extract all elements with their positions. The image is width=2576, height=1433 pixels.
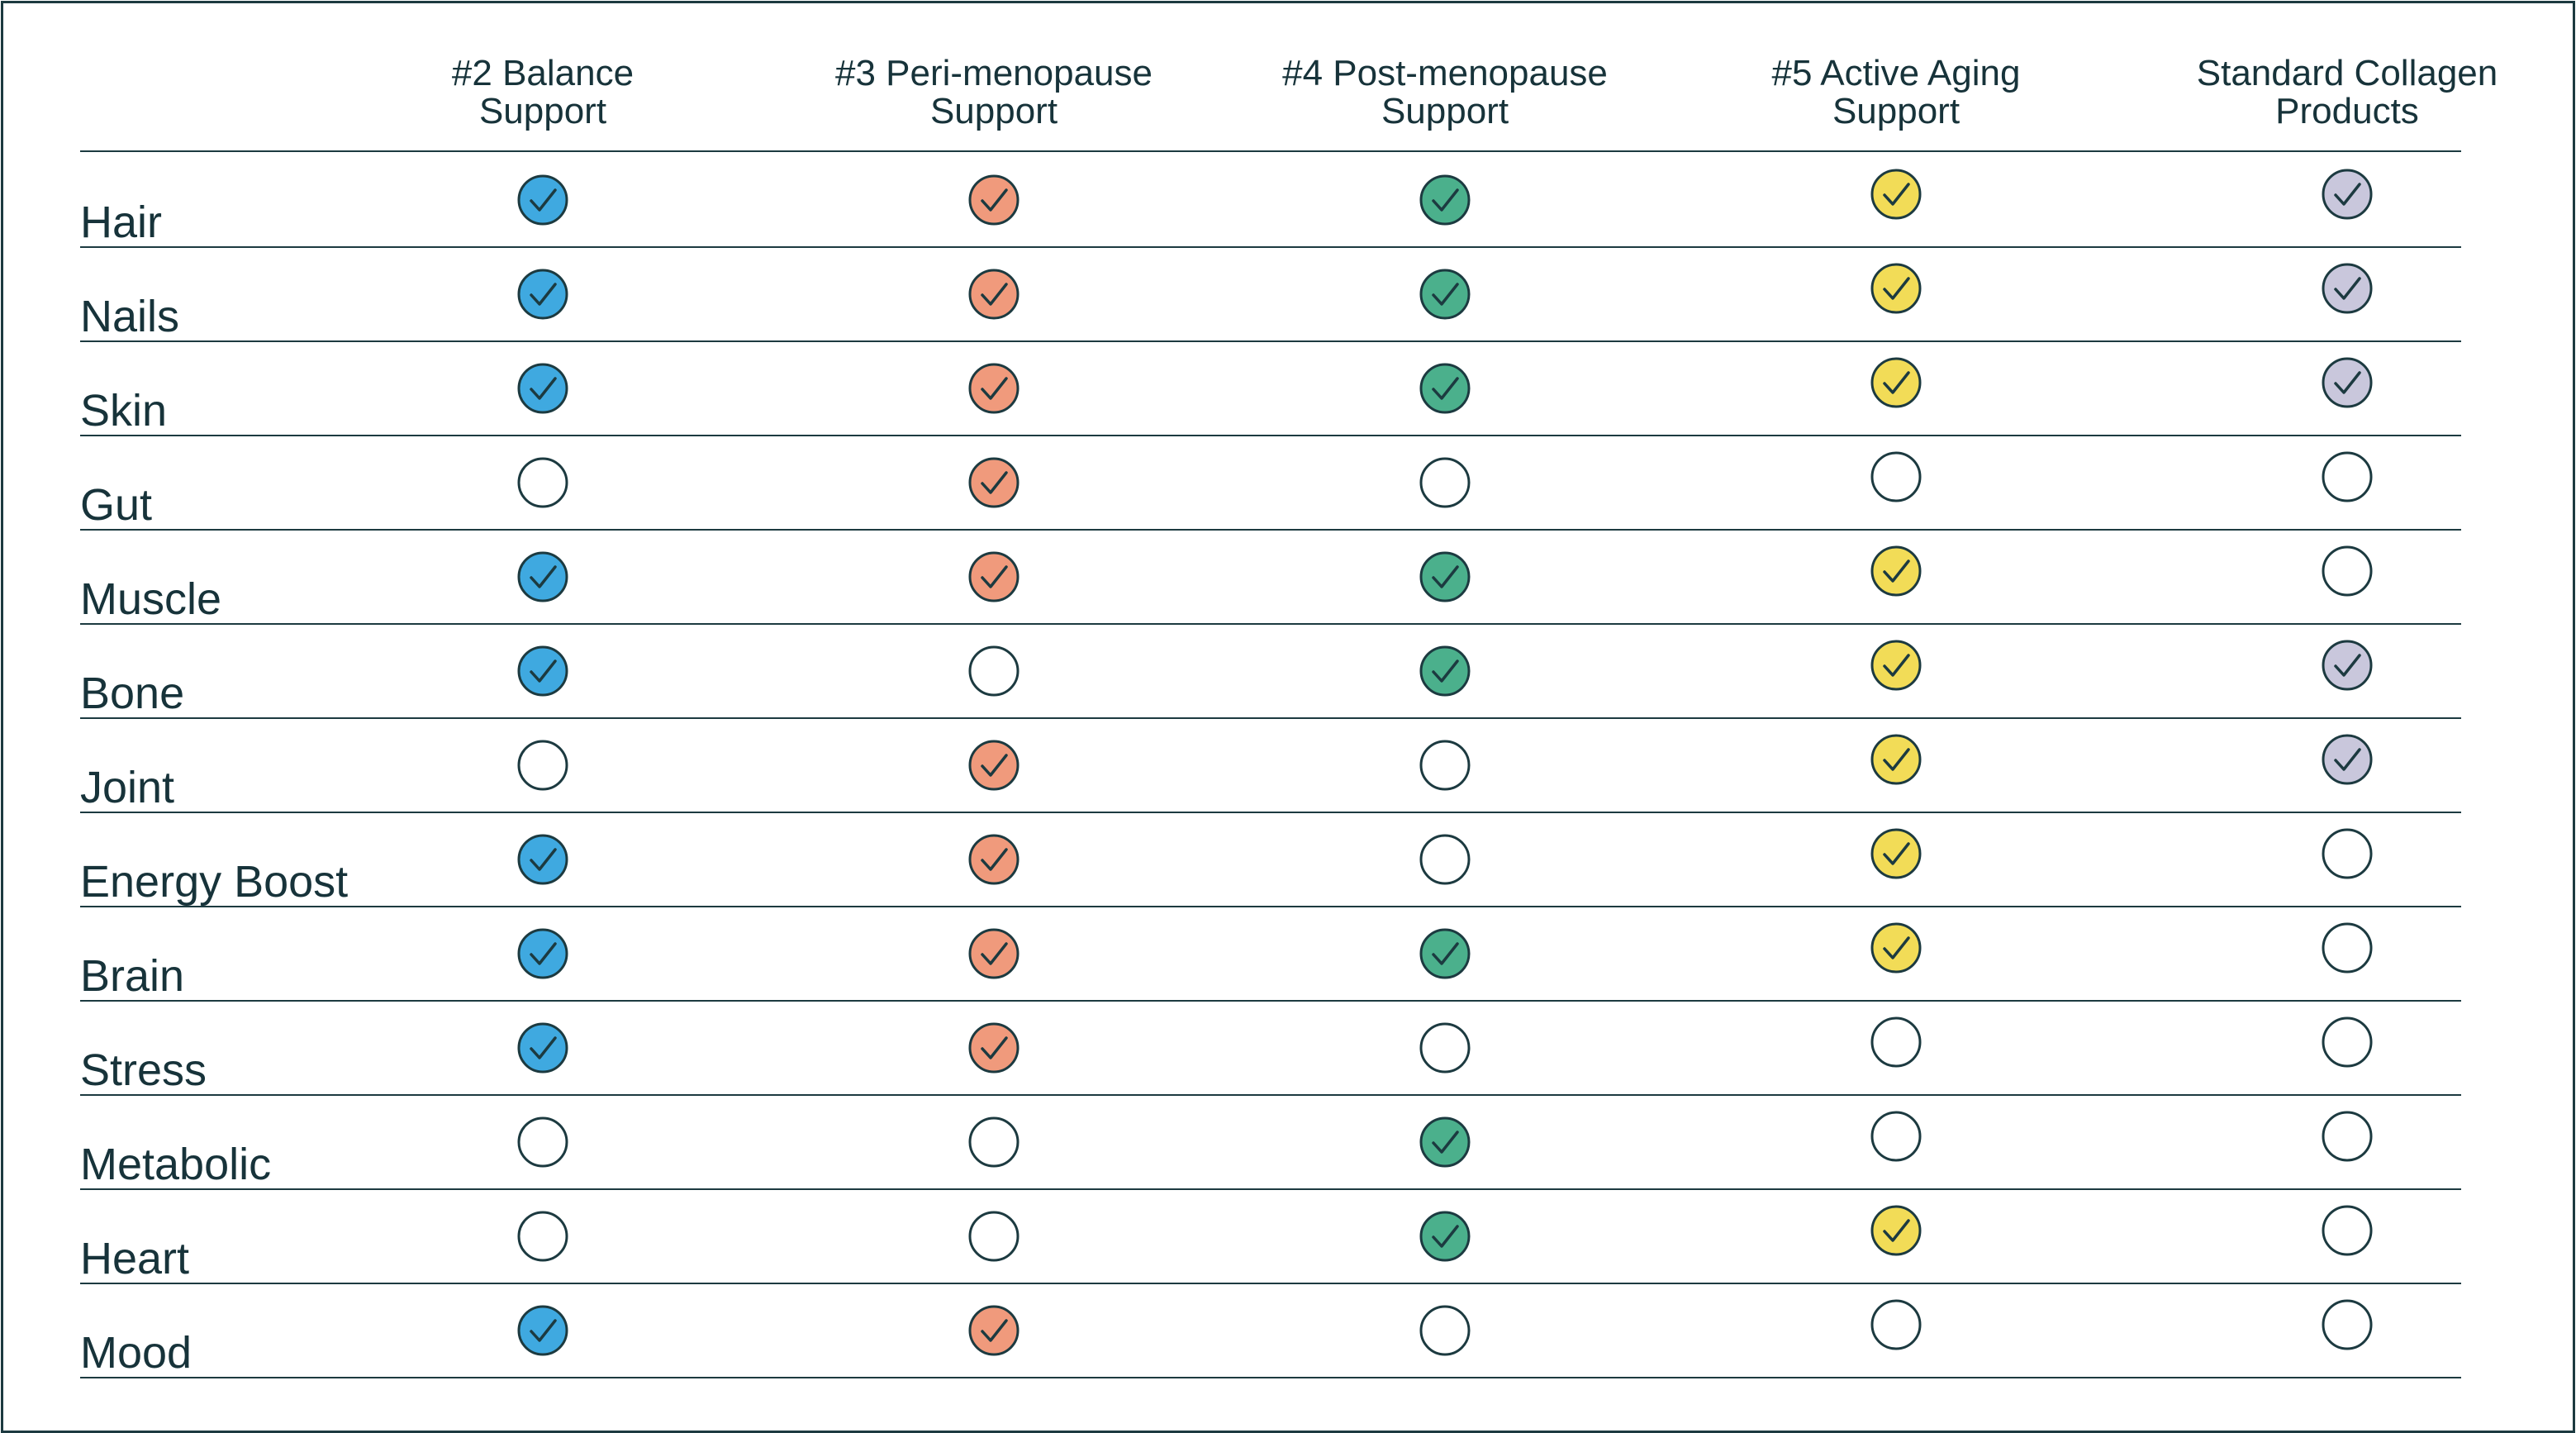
empty-circle-icon xyxy=(516,1116,569,1169)
check-circle-icon xyxy=(516,927,569,980)
row-label: Skin xyxy=(80,386,168,436)
row-label: Energy Boost xyxy=(80,857,349,907)
check-circle-icon xyxy=(2321,356,2374,409)
check-circle-icon xyxy=(967,362,1020,415)
check-circle-icon xyxy=(967,456,1020,509)
check-circle-icon xyxy=(2321,262,2374,315)
check-circle-icon xyxy=(967,927,1020,980)
check-circle-icon xyxy=(2321,639,2374,692)
check-circle-icon xyxy=(1870,545,1922,597)
column-header-standard-collagen: Standard Collagen Products xyxy=(2196,53,2498,131)
table-row-metabolic: Metabolic xyxy=(80,1095,2461,1190)
table-row-brain: Brain xyxy=(80,907,2461,1002)
empty-circle-icon xyxy=(2321,1204,2374,1257)
table-row-joint: Joint xyxy=(80,718,2461,813)
check-circle-icon xyxy=(967,550,1020,603)
empty-circle-icon xyxy=(1419,1021,1471,1074)
empty-circle-icon xyxy=(2321,827,2374,880)
check-circle-icon xyxy=(1870,1204,1922,1257)
check-circle-icon xyxy=(516,645,569,697)
check-circle-icon xyxy=(516,550,569,603)
empty-circle-icon xyxy=(2321,1298,2374,1351)
empty-circle-icon xyxy=(516,739,569,792)
check-circle-icon xyxy=(1870,639,1922,692)
empty-circle-icon xyxy=(1870,1016,1922,1069)
row-label: Muscle xyxy=(80,574,222,624)
table-row-nails: Nails xyxy=(80,247,2461,342)
empty-circle-icon xyxy=(1870,1110,1922,1163)
check-circle-icon xyxy=(967,739,1020,792)
check-circle-icon xyxy=(516,268,569,321)
check-circle-icon xyxy=(1419,1210,1471,1263)
check-circle-icon xyxy=(1870,827,1922,880)
check-circle-icon xyxy=(1419,362,1471,415)
check-circle-icon xyxy=(1419,550,1471,603)
empty-circle-icon xyxy=(1419,1304,1471,1357)
table-row-energy-boost: Energy Boost xyxy=(80,812,2461,907)
table-header: #2 Balance Support #3 Peri-menopause Supp… xyxy=(80,3,2498,152)
column-header-balance: #2 Balance Support xyxy=(451,53,634,131)
row-label: Joint xyxy=(80,763,175,812)
empty-circle-icon xyxy=(2321,1016,2374,1069)
table-row-gut: Gut xyxy=(80,436,2461,531)
table-row-heart: Heart xyxy=(80,1189,2461,1284)
check-circle-icon xyxy=(1870,733,1922,786)
check-circle-icon xyxy=(516,174,569,226)
check-circle-icon xyxy=(1870,168,1922,221)
row-label: Gut xyxy=(80,480,153,530)
empty-circle-icon xyxy=(967,1210,1020,1263)
column-header-peri-menopause: #3 Peri-menopause Support xyxy=(834,53,1153,131)
empty-circle-icon xyxy=(967,645,1020,697)
check-circle-icon xyxy=(1870,262,1922,315)
check-circle-icon xyxy=(2321,733,2374,786)
check-circle-icon xyxy=(516,362,569,415)
table-row-skin: Skin xyxy=(80,341,2461,436)
check-circle-icon xyxy=(1419,1116,1471,1169)
empty-circle-icon xyxy=(1870,450,1922,503)
empty-circle-icon xyxy=(516,456,569,509)
check-circle-icon xyxy=(1419,174,1471,226)
table-row-stress: Stress xyxy=(80,1001,2461,1096)
check-circle-icon xyxy=(516,1021,569,1074)
check-circle-icon xyxy=(1870,356,1922,409)
empty-circle-icon xyxy=(967,1116,1020,1169)
row-label: Brain xyxy=(80,951,185,1001)
check-circle-icon xyxy=(516,833,569,886)
check-circle-icon xyxy=(1870,921,1922,974)
empty-circle-icon xyxy=(2321,921,2374,974)
table-row-muscle: Muscle xyxy=(80,530,2461,625)
check-circle-icon xyxy=(967,268,1020,321)
check-circle-icon xyxy=(1419,645,1471,697)
check-circle-icon xyxy=(516,1304,569,1357)
check-circle-icon xyxy=(967,1021,1020,1074)
check-circle-icon xyxy=(2321,168,2374,221)
row-label: Stress xyxy=(80,1045,207,1095)
table-row-mood: Mood xyxy=(80,1283,2461,1378)
column-header-post-menopause: #4 Post-menopause Support xyxy=(1282,53,1608,131)
check-circle-icon xyxy=(967,1304,1020,1357)
empty-circle-icon xyxy=(1870,1298,1922,1351)
check-circle-icon xyxy=(967,174,1020,226)
row-label: Nails xyxy=(80,292,180,341)
check-circle-icon xyxy=(1419,268,1471,321)
column-header-active-aging: #5 Active Aging Support xyxy=(1771,53,2021,131)
row-label: Metabolic xyxy=(80,1140,272,1189)
empty-circle-icon xyxy=(1419,739,1471,792)
empty-circle-icon xyxy=(1419,833,1471,886)
empty-circle-icon xyxy=(2321,1110,2374,1163)
table-row-hair: Hair xyxy=(80,153,2461,248)
empty-circle-icon xyxy=(2321,545,2374,597)
empty-circle-icon xyxy=(516,1210,569,1263)
row-label: Mood xyxy=(80,1328,192,1378)
check-circle-icon xyxy=(967,833,1020,886)
row-label: Bone xyxy=(80,669,185,718)
row-label: Hair xyxy=(80,198,163,247)
empty-circle-icon xyxy=(1419,456,1471,509)
empty-circle-icon xyxy=(2321,450,2374,503)
row-label: Heart xyxy=(80,1234,190,1283)
table-row-bone: Bone xyxy=(80,624,2461,719)
check-circle-icon xyxy=(1419,927,1471,980)
